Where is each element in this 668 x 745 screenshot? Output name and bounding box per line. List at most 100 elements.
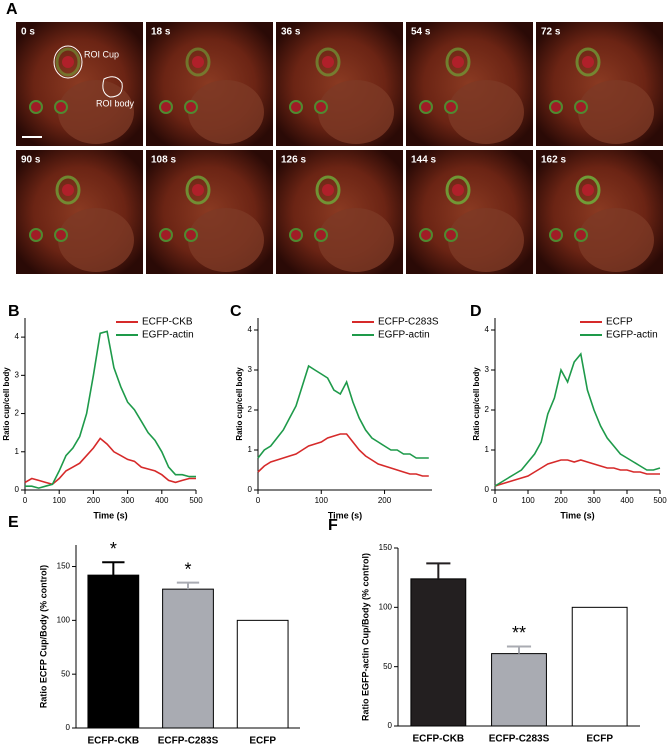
cup <box>185 175 211 205</box>
cell <box>318 208 394 272</box>
y-tick-label: 1 <box>485 445 490 454</box>
x-tick-label: 300 <box>587 496 601 505</box>
timepoint-label: 144 s <box>411 155 436 166</box>
bead <box>314 228 328 242</box>
timepoint-label: 18 s <box>151 27 171 38</box>
x-tick-label: ECFP-C283S <box>158 736 219 745</box>
bead <box>159 100 173 114</box>
timepoint-label: 90 s <box>21 155 41 166</box>
bead <box>54 100 68 114</box>
bead <box>192 184 204 196</box>
roi-label: ROI body <box>96 98 135 108</box>
x-tick-label: 500 <box>189 496 203 505</box>
line-series <box>257 433 429 477</box>
legend-label: EGFP-actin <box>142 330 194 341</box>
x-tick-label: 200 <box>378 496 392 505</box>
timepoint-label: 36 s <box>281 27 301 38</box>
y-tick-label: 2 <box>15 409 20 418</box>
line-series <box>25 330 196 489</box>
y-tick-label: 2 <box>248 405 253 414</box>
cell <box>578 208 654 272</box>
x-tick-label: ECFP <box>249 736 276 745</box>
y-tick-label: 50 <box>61 669 70 678</box>
legend-label: ECFP-C283S <box>378 317 439 328</box>
bead <box>184 228 198 242</box>
line-series <box>24 437 196 486</box>
error-bar <box>426 562 451 579</box>
bead <box>29 228 43 242</box>
bead <box>582 56 594 68</box>
error-bar <box>176 581 200 590</box>
x-tick-label: 100 <box>53 496 67 505</box>
bar <box>162 588 214 729</box>
x-tick-label: 200 <box>554 496 568 505</box>
bead <box>574 100 588 114</box>
timepoint-label: 126 s <box>281 155 306 166</box>
x-tick-label: 500 <box>653 496 667 505</box>
bead <box>452 184 464 196</box>
bead <box>419 100 433 114</box>
cell <box>58 208 134 272</box>
panel-label: D <box>470 303 482 320</box>
x-axis-title: Time (s) <box>560 510 594 520</box>
roi-label: ROI Cup <box>84 49 119 59</box>
bead <box>322 184 334 196</box>
cup <box>445 47 471 77</box>
y-tick-label: 50 <box>383 662 392 671</box>
timepoint-label: 108 s <box>151 155 176 166</box>
panel-label: F <box>328 517 338 534</box>
timepoint-label: 0 s <box>21 27 35 38</box>
y-tick-label: 0 <box>485 485 490 494</box>
roi-outline <box>53 45 83 79</box>
cup <box>55 47 81 77</box>
bead <box>62 56 74 68</box>
line-series <box>257 364 429 459</box>
y-tick-label: 150 <box>57 562 71 571</box>
y-tick-label: 1 <box>15 447 20 456</box>
x-tick-label: ECFP-CKB <box>87 736 139 745</box>
bead <box>54 228 68 242</box>
line-series <box>494 459 660 487</box>
bead <box>582 184 594 196</box>
cup <box>315 175 341 205</box>
cell <box>318 80 394 144</box>
x-tick-label: ECFP-CKB <box>412 734 464 745</box>
x-tick-label: 300 <box>121 496 135 505</box>
y-axis-title: Ratio cup/cell body <box>2 367 11 441</box>
bead <box>549 228 563 242</box>
timepoint-label: 72 s <box>541 27 561 38</box>
y-tick-label: 100 <box>379 602 393 611</box>
y-axis-title: Ratio cup/cell body <box>235 367 244 441</box>
bead <box>159 228 173 242</box>
significance-marker: ** <box>512 623 526 643</box>
x-tick-label: 100 <box>521 496 535 505</box>
cup <box>445 175 471 205</box>
bead <box>192 56 204 68</box>
cell <box>58 80 134 144</box>
cell <box>188 208 264 272</box>
bar <box>491 653 547 727</box>
x-tick-label: 0 <box>23 496 28 505</box>
cell <box>448 80 524 144</box>
cell <box>448 208 524 272</box>
bar <box>410 578 467 727</box>
cell <box>188 80 264 144</box>
bead <box>322 56 334 68</box>
cell <box>578 80 654 144</box>
significance-marker: * <box>110 539 117 559</box>
bead <box>419 228 433 242</box>
legend-label: EGFP-actin <box>606 330 658 341</box>
bar <box>87 574 140 729</box>
y-tick-label: 1 <box>248 445 253 454</box>
x-axis-title: Time (s) <box>328 510 362 520</box>
y-tick-label: 3 <box>485 365 490 374</box>
timepoint-label: 162 s <box>541 155 566 166</box>
y-tick-label: 0 <box>388 721 393 730</box>
timepoint-label: 54 s <box>411 27 431 38</box>
x-tick-label: 0 <box>256 496 261 505</box>
y-axis-title: Ratio EGFP-actin Cup/Body (% control) <box>360 553 370 721</box>
bead <box>289 100 303 114</box>
panel-label: A <box>6 1 18 18</box>
